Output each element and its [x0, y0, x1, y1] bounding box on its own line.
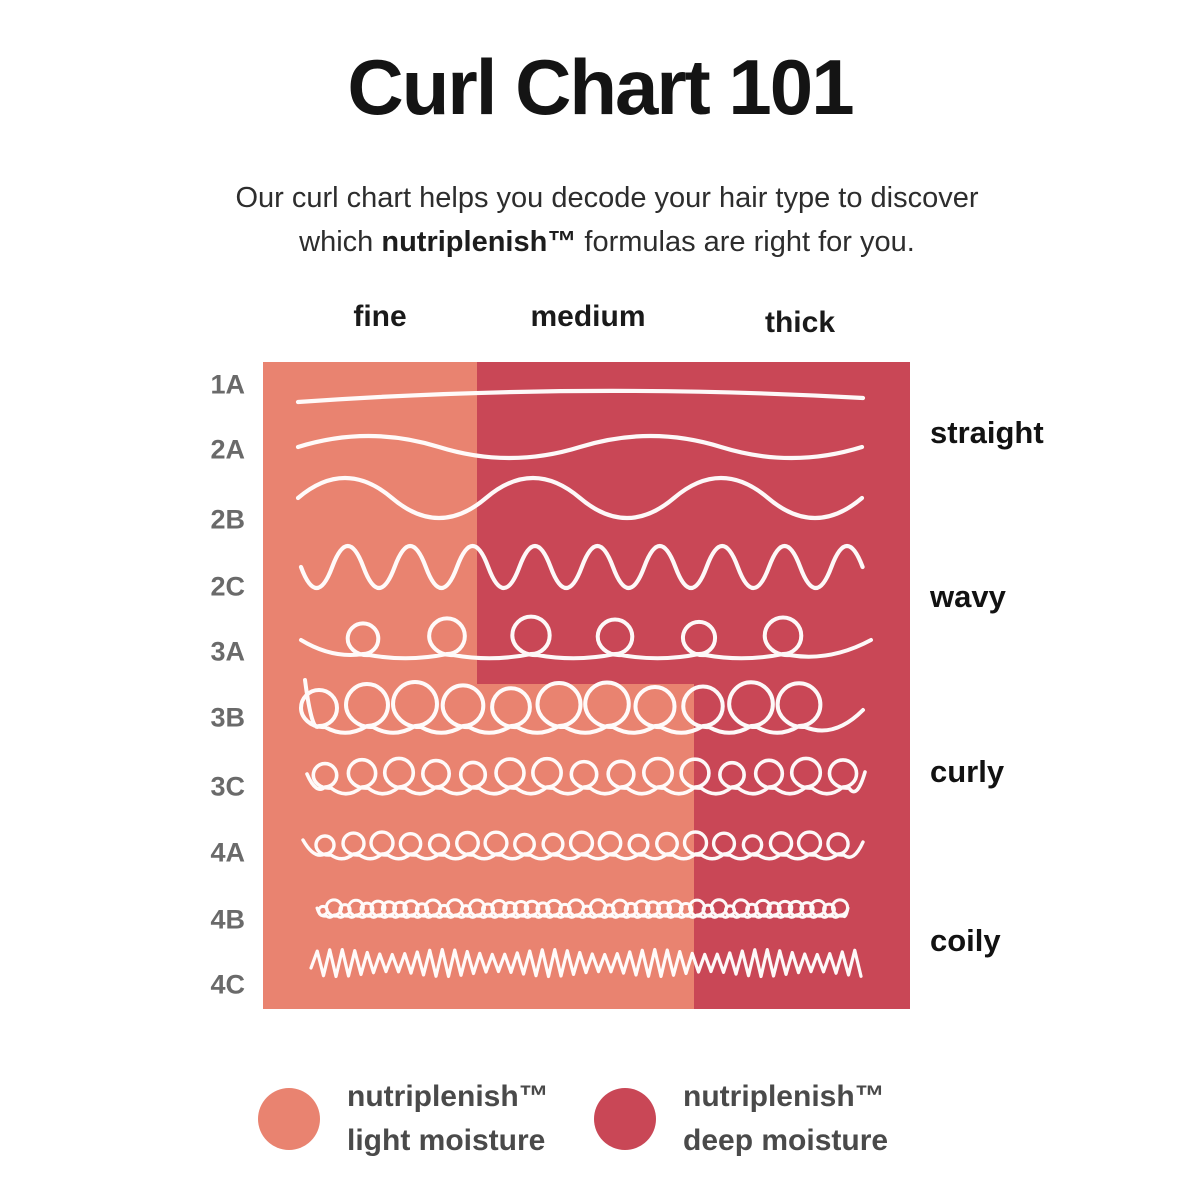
group-label-curly: curly [930, 754, 1005, 789]
page-subtitle: Our curl chart helps you decode your hai… [200, 176, 1014, 264]
page-title: Curl Chart 101 [347, 43, 854, 131]
legend-item-light-moisture: nutriplenish™ light moisture [258, 1075, 549, 1163]
column-header-medium: medium [530, 300, 646, 333]
row-label-3C: 3C [210, 771, 245, 802]
curl-line-3C [305, 756, 867, 796]
row-label-2A: 2A [210, 434, 245, 465]
legend-item-deep-moisture: nutriplenish™ deep moisture [594, 1075, 888, 1163]
curl-line-4C [309, 947, 863, 979]
subtitle-brand: nutriplenish™ [381, 226, 577, 258]
curl-line-2B [295, 476, 865, 520]
column-header-fine: fine [353, 300, 407, 333]
row-label-2B: 2B [210, 504, 245, 535]
group-label-straight: straight [930, 415, 1044, 450]
curl-line-2A [295, 433, 865, 461]
group-label-coily: coily [930, 923, 1001, 958]
subtitle-line2-post: formulas are right for you. [576, 226, 915, 258]
legend-brand-light: nutriplenish™ [347, 1080, 549, 1113]
light-moisture-swatch [258, 1088, 320, 1150]
curl-line-2C [298, 544, 865, 590]
hair-type-row-labels: 1A 2A 2B 2C 3A 3B 3C 4A 4B 4C [150, 0, 245, 1200]
curl-pattern-lines [295, 388, 873, 979]
row-label-3A: 3A [210, 636, 245, 667]
curl-chart-matrix [263, 362, 910, 1009]
legend-desc-light: light moisture [347, 1124, 546, 1157]
row-label-2C: 2C [210, 571, 245, 602]
curl-line-4A [301, 830, 865, 861]
curl-line-3B [299, 678, 865, 735]
row-label-4B: 4B [210, 904, 245, 935]
column-header-thick: thick [764, 306, 836, 339]
row-label-4A: 4A [210, 837, 245, 868]
row-label-1A: 1A [210, 369, 245, 400]
row-label-3B: 3B [210, 702, 245, 733]
subtitle-line2-pre: which [299, 226, 382, 258]
curl-line-3A [299, 614, 873, 661]
group-label-wavy: wavy [930, 579, 1006, 614]
subtitle-line1: Our curl chart helps you decode your hai… [235, 182, 979, 214]
curl-line-4B [315, 898, 850, 919]
curl-group-labels: straight wavy curly coily [930, 0, 1180, 1200]
deep-moisture-swatch [594, 1088, 656, 1150]
legend-desc-deep: deep moisture [683, 1124, 889, 1157]
curl-line-1A [295, 388, 866, 405]
legend-brand-deep: nutriplenish™ [683, 1080, 885, 1113]
row-label-4C: 4C [210, 969, 245, 1000]
